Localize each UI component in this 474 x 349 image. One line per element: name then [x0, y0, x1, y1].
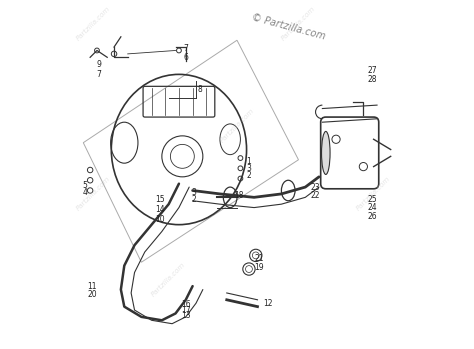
Ellipse shape — [321, 132, 330, 174]
Text: 23: 23 — [311, 183, 320, 192]
Text: 4: 4 — [82, 188, 87, 197]
Text: 3: 3 — [246, 164, 251, 173]
Text: 28: 28 — [367, 75, 377, 84]
Text: 15: 15 — [155, 194, 165, 203]
Text: 27: 27 — [367, 66, 377, 75]
Text: Partzilla.com: Partzilla.com — [356, 176, 392, 212]
Text: Partzilla.com: Partzilla.com — [219, 107, 255, 144]
Text: 16: 16 — [181, 300, 191, 310]
Text: Partzilla.com: Partzilla.com — [75, 5, 112, 41]
Text: 11: 11 — [87, 282, 97, 291]
Text: 6: 6 — [183, 53, 188, 62]
Text: 24: 24 — [367, 203, 377, 212]
Text: 7: 7 — [183, 44, 188, 53]
Text: 14: 14 — [155, 205, 165, 214]
Text: 2: 2 — [192, 194, 197, 203]
Text: 21: 21 — [255, 254, 264, 263]
Text: 26: 26 — [367, 211, 377, 221]
Text: Partzilla.com: Partzilla.com — [151, 261, 187, 297]
Text: Partzilla.com: Partzilla.com — [75, 176, 112, 212]
Text: Partzilla.com: Partzilla.com — [280, 5, 317, 41]
Text: 17: 17 — [181, 305, 191, 314]
Text: © Partzilla.com: © Partzilla.com — [250, 12, 326, 41]
Text: 18: 18 — [234, 191, 244, 200]
Text: 5: 5 — [82, 181, 87, 190]
Text: 7: 7 — [96, 70, 101, 79]
Text: 20: 20 — [87, 290, 97, 299]
Text: 3: 3 — [192, 188, 197, 197]
Text: 2: 2 — [246, 171, 251, 180]
Text: 12: 12 — [263, 299, 273, 308]
Text: 8: 8 — [197, 85, 202, 94]
Text: 1: 1 — [246, 157, 251, 166]
Text: 19: 19 — [255, 263, 264, 272]
Text: 13: 13 — [181, 311, 191, 320]
Text: 9: 9 — [96, 60, 101, 69]
Text: 25: 25 — [367, 194, 377, 203]
Text: 22: 22 — [311, 191, 320, 200]
Text: 10: 10 — [155, 215, 165, 224]
